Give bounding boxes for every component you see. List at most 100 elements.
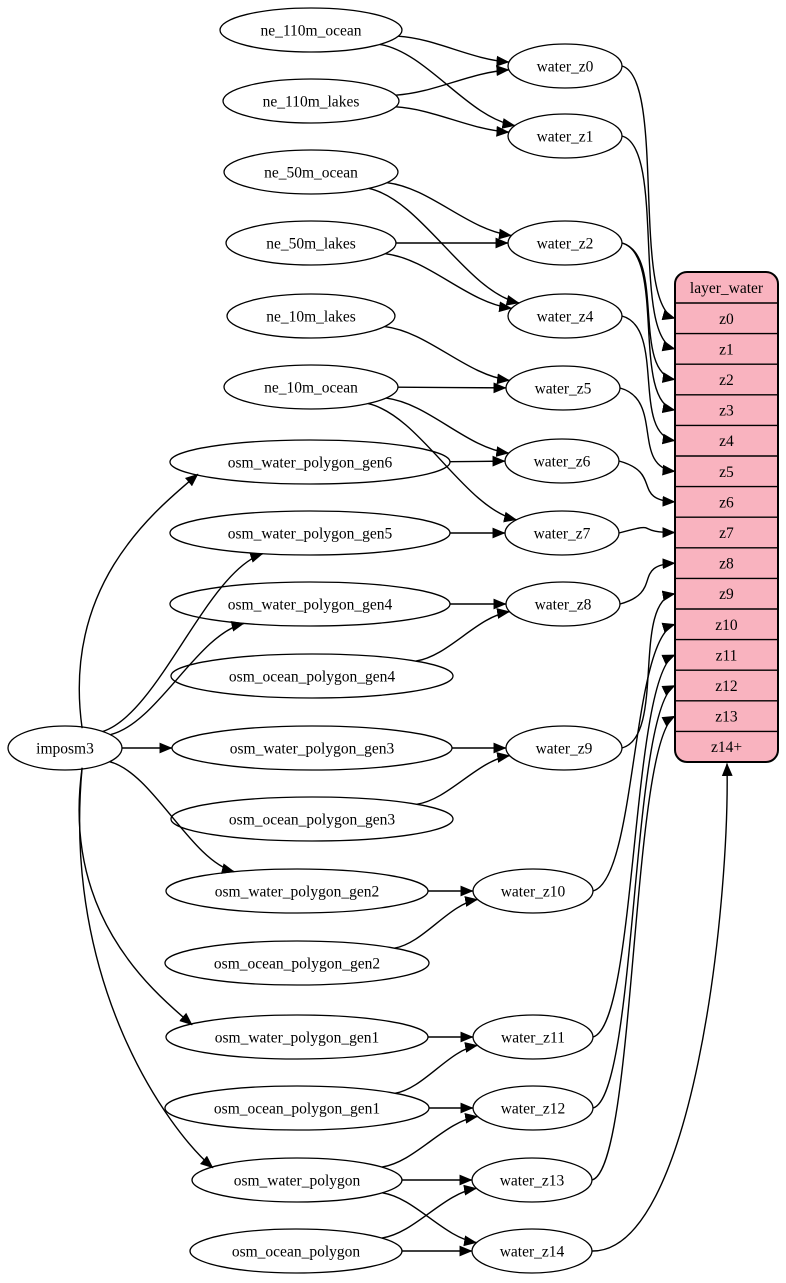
node-water_z8-label: water_z8	[535, 597, 592, 614]
edge-ne_110m_ocean--water_z1	[379, 43, 516, 129]
edge-osm_ocean_polygon--water_z13	[381, 1184, 478, 1239]
edge-ne_10m_ocean--water_z5	[397, 382, 507, 394]
node-imposm3: imposm3	[7, 725, 123, 771]
node-water_z12-label: water_z12	[501, 1101, 566, 1118]
node-water_z6-label: water_z6	[534, 454, 591, 471]
edge-osm_ocean_polygon_gen3--water_z9	[416, 752, 511, 805]
node-osm_water_polygon-label: osm_water_polygon	[234, 1173, 361, 1190]
node-water_z1: water_z1	[507, 113, 623, 159]
node-imposm3-label: imposm3	[36, 741, 94, 758]
edge-ne_110m_lakes--water_z1	[395, 106, 510, 137]
node-osm_ocean_polygon_gen3: osm_ocean_polygon_gen3	[170, 796, 454, 842]
edge-water_z8--z8	[619, 558, 676, 605]
node-osm_water_polygon_gen1-label: osm_water_polygon_gen1	[215, 1030, 379, 1047]
edge-osm_ocean_polygon_gen1--water_z11	[394, 1042, 479, 1094]
node-water_z1-label: water_z1	[537, 129, 594, 146]
node-water_z12: water_z12	[472, 1085, 594, 1131]
node-water_z6: water_z6	[504, 438, 620, 484]
edge-imposm3--osm_water_polygon	[78, 767, 214, 1169]
node-osm_ocean_polygon_gen4: osm_ocean_polygon_gen4	[170, 653, 454, 699]
edge-water_z5--z5	[619, 387, 676, 476]
node-osm_water_polygon_gen4: osm_water_polygon_gen4	[169, 581, 451, 627]
table-row-z5: z5	[719, 464, 734, 481]
node-water_z7-label: water_z7	[534, 526, 591, 543]
table-row-z1: z1	[719, 341, 734, 358]
ne_10m_lakes-shape	[226, 293, 396, 339]
edge-water_z10--z10	[592, 622, 676, 892]
osm_ocean_polygon_gen4-shape	[170, 653, 454, 699]
node-ne_50m_ocean: ne_50m_ocean	[223, 149, 399, 195]
node-water_z0-label: water_z0	[537, 59, 594, 76]
node-osm_water_polygon_gen1: osm_water_polygon_gen1	[165, 1014, 429, 1060]
edge-water_z2--z3	[621, 242, 676, 414]
node-water_z5-label: water_z5	[535, 381, 592, 398]
node-ne_110m_ocean-label: ne_110m_ocean	[261, 23, 362, 40]
table-row-z9: z9	[719, 586, 734, 603]
table-row-z6: z6	[719, 494, 734, 511]
edge-water_z12--z12	[592, 684, 676, 1109]
node-osm_water_polygon_gen5: osm_water_polygon_gen5	[169, 510, 451, 556]
node-osm_ocean_polygon_gen4-label: osm_ocean_polygon_gen4	[229, 669, 395, 686]
node-osm_ocean_polygon_gen2: osm_ocean_polygon_gen2	[164, 940, 430, 986]
node-ne_50m_lakes: ne_50m_lakes	[225, 220, 397, 266]
table-row-z3: z3	[719, 403, 734, 420]
table-header: layer_water	[690, 280, 764, 297]
edge-water_z11--z11	[592, 654, 676, 1038]
node-water_z8: water_z8	[505, 581, 621, 627]
edge-water_z14--z14plus	[591, 762, 733, 1252]
table-layer-water: layer_water z0 z1 z2 z3 z4 z5 z6 z7 z8 z9 z10 z11 z12…	[674, 271, 779, 763]
osm_ocean_polygon_gen2-shape	[164, 940, 430, 986]
node-ne_10m_lakes: ne_10m_lakes	[226, 293, 396, 339]
table-row-z10: z10	[715, 617, 738, 634]
node-water_z9: water_z9	[505, 725, 623, 771]
node-osm_water_polygon_gen6-label: osm_water_polygon_gen6	[228, 455, 393, 472]
ne_110m_lakes-shape	[222, 78, 400, 124]
edge-water_z1--z1	[621, 135, 676, 352]
node-osm_water_polygon_gen2: osm_water_polygon_gen2	[165, 868, 429, 914]
edge-ne_110m_ocean--water_z0	[398, 35, 510, 67]
table-row-z4: z4	[719, 433, 734, 450]
node-ne_110m_lakes-label: ne_110m_lakes	[263, 94, 360, 111]
node-ne_10m_ocean: ne_10m_ocean	[223, 364, 399, 410]
edge-ne_110m_lakes--water_z0	[395, 65, 510, 96]
edge-osm_water_polygon_gen6--water_z6	[449, 455, 506, 467]
node-water_z0: water_z0	[507, 43, 623, 89]
edge-osm_ocean_polygon_gen4--water_z8	[415, 608, 511, 662]
edge-water_z13--z13	[591, 715, 676, 1181]
node-water_z14: water_z14	[471, 1228, 593, 1274]
edge-ne_50m_ocean--water_z2	[387, 181, 512, 240]
node-osm_water_polygon_gen5-label: osm_water_polygon_gen5	[228, 526, 393, 543]
edge-ne_50m_ocean--water_z4	[368, 187, 520, 306]
node-water_z10: water_z10	[472, 868, 594, 914]
node-water_z5: water_z5	[505, 365, 621, 411]
node-water_z14-label: water_z14	[500, 1244, 565, 1261]
edge-ne_50m_lakes--water_z4	[385, 252, 513, 313]
node-ne_10m_lakes-label: ne_10m_lakes	[266, 309, 356, 326]
node-water_z9-label: water_z9	[536, 741, 593, 758]
table-row-z7: z7	[719, 525, 734, 542]
edge-ne_10m_ocean--water_z7	[367, 402, 518, 523]
ne_110m_ocean-shape	[219, 7, 403, 53]
edge-water_z4--z4	[621, 315, 676, 445]
node-osm_ocean_polygon_gen3-label: osm_ocean_polygon_gen3	[229, 812, 395, 829]
node-water_z13: water_z13	[471, 1157, 593, 1203]
node-water_z13-label: water_z13	[500, 1173, 565, 1190]
table-row-z0: z0	[719, 311, 734, 328]
edge-osm_water_polygon--water_z14	[382, 1192, 478, 1247]
node-ne_50m_lakes-label: ne_50m_lakes	[266, 236, 356, 253]
edge-osm_water_polygon--water_z12	[381, 1112, 479, 1168]
node-osm_ocean_polygon_gen1: osm_ocean_polygon_gen1	[164, 1085, 430, 1131]
edge-water_z0--z0	[621, 65, 676, 321]
node-water_z2-label: water_z2	[537, 236, 594, 253]
edge-ne_10m_ocean--water_z6	[386, 397, 510, 457]
edge-water_z6--z6	[618, 460, 676, 507]
node-osm_ocean_polygon_gen1-label: osm_ocean_polygon_gen1	[214, 1101, 380, 1118]
node-water_z10-label: water_z10	[501, 884, 566, 901]
node-ne_10m_ocean-label: ne_10m_ocean	[264, 380, 358, 397]
node-water_z11: water_z11	[472, 1014, 594, 1060]
node-water_z4: water_z4	[507, 293, 623, 339]
table-row-z12: z12	[715, 678, 737, 695]
